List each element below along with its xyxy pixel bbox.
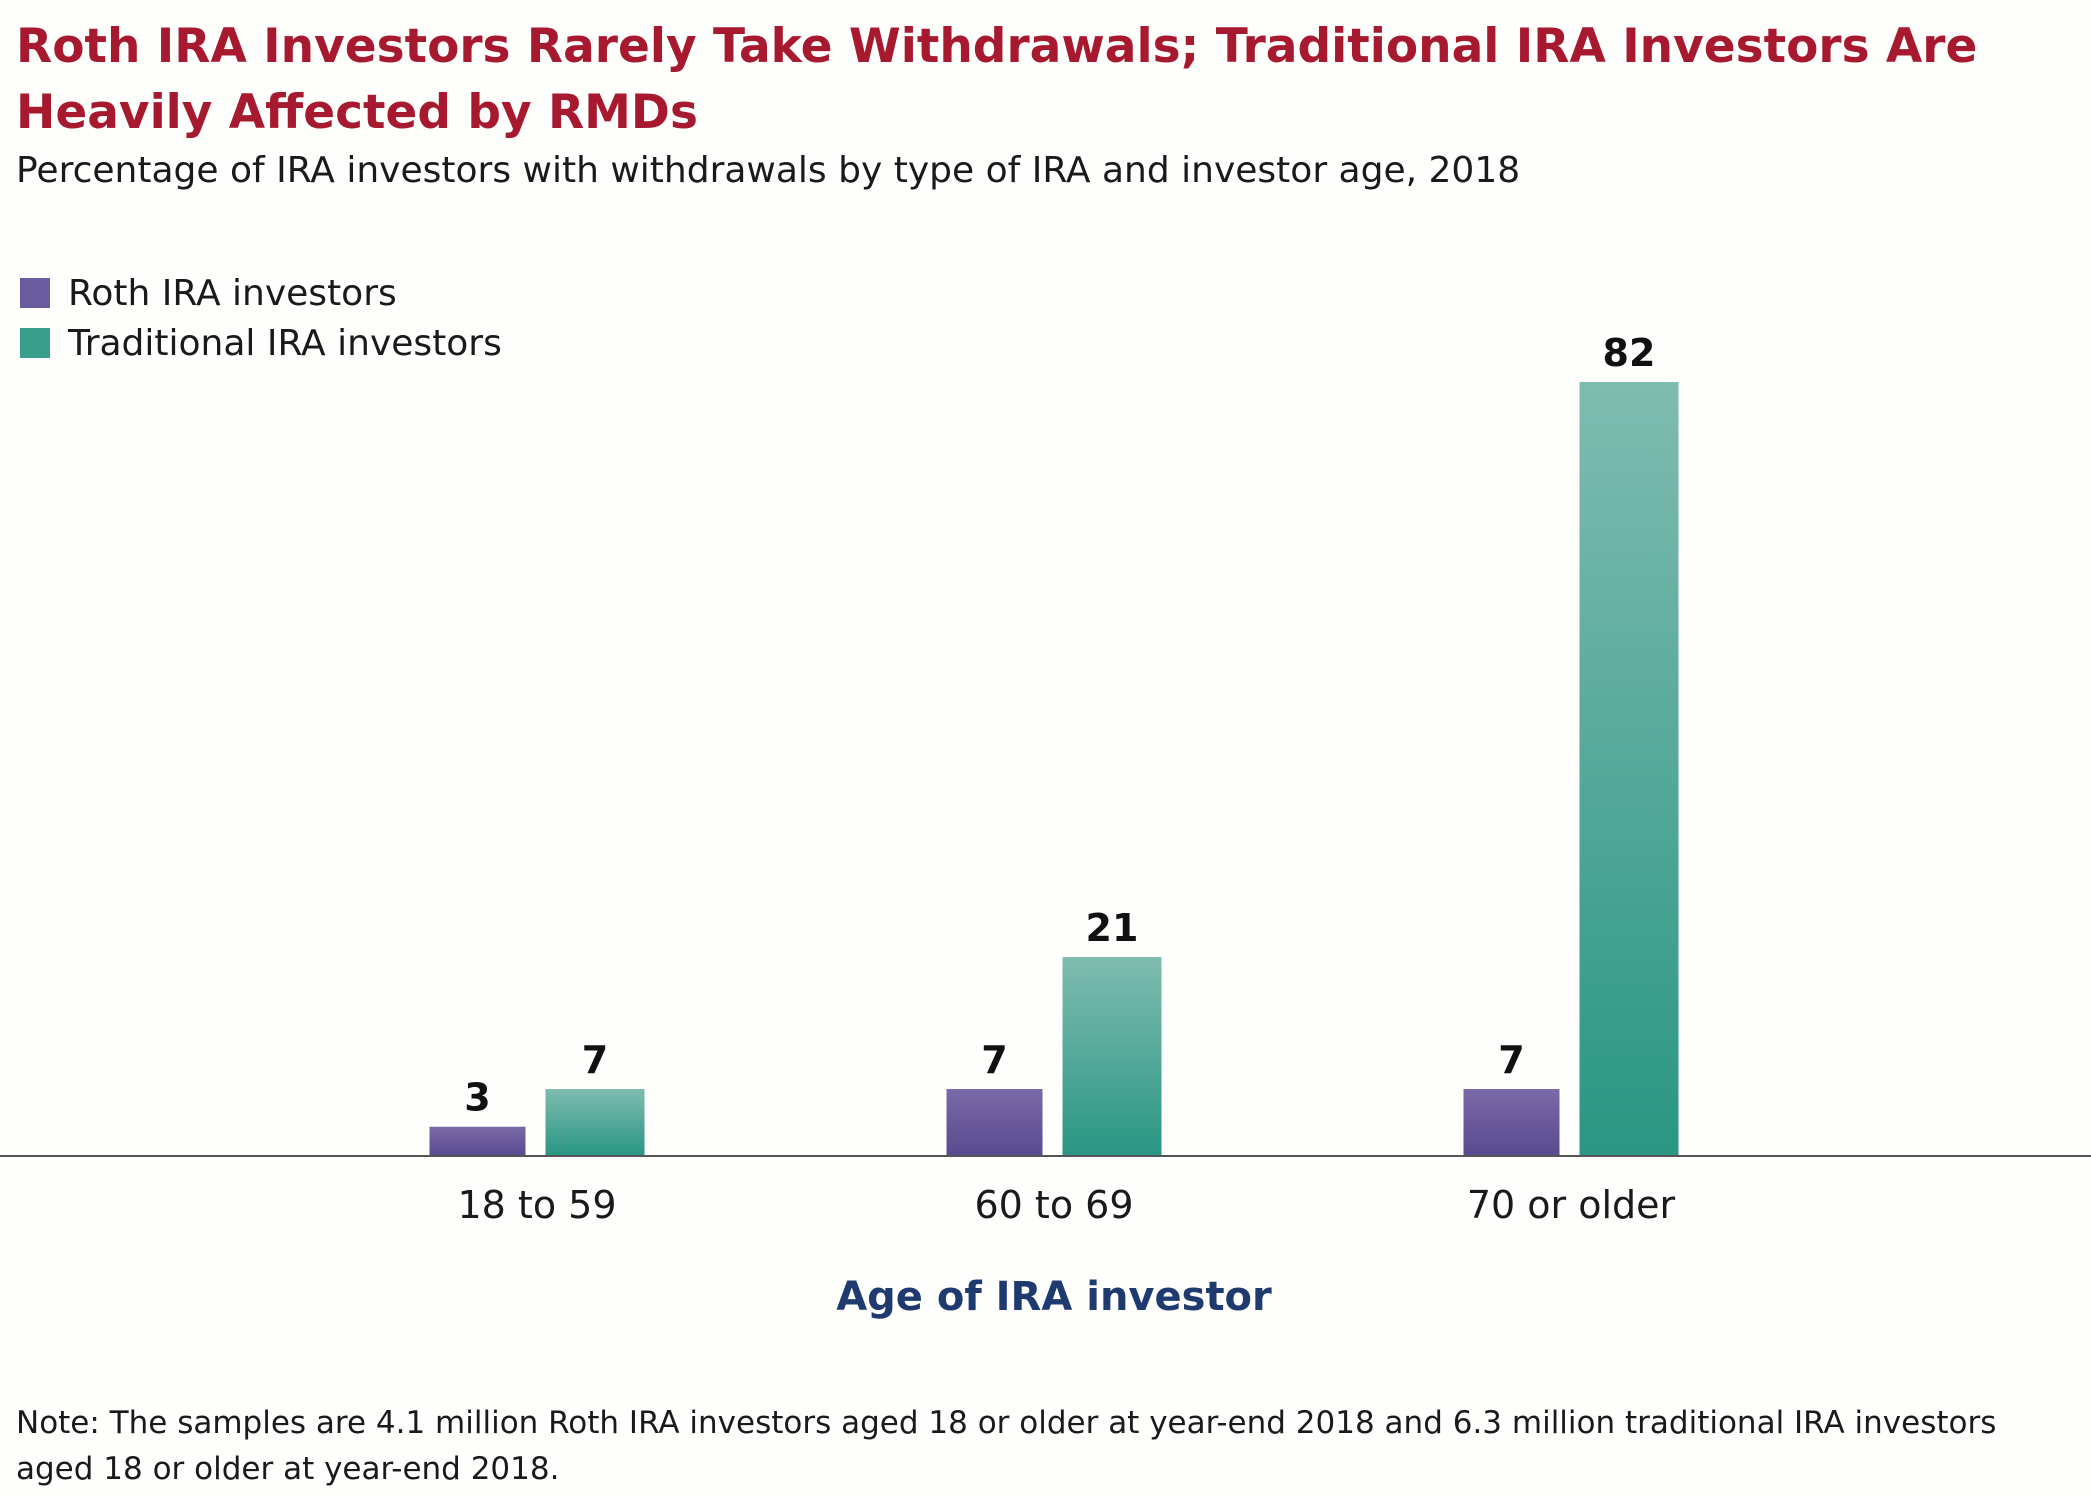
- data-label-traditional-1: 7: [582, 1038, 608, 1082]
- bar-traditional-2: [1062, 957, 1162, 1155]
- footnote: Note: The samples are 4.1 million Roth I…: [16, 1405, 1997, 1487]
- legend-swatch-roth: [20, 278, 50, 308]
- legend-item-roth: Roth IRA investors: [20, 268, 502, 318]
- x-axis-label: Age of IRA investor: [836, 1274, 1272, 1320]
- bar-traditional-3: [1579, 382, 1679, 1155]
- legend-swatch-traditional: [20, 328, 50, 358]
- legend-item-traditional: Traditional IRA investors: [20, 318, 502, 368]
- bar-roth-1: [429, 1126, 526, 1155]
- data-label-traditional-3: 82: [1603, 331, 1656, 375]
- legend-label-roth: Roth IRA investors: [68, 272, 397, 314]
- x-tick-label-2: 60 to 69: [974, 1183, 1133, 1227]
- bar-roth-2: [946, 1089, 1043, 1155]
- data-label-roth-2: 7: [981, 1038, 1007, 1082]
- data-label-roth-1: 3: [464, 1076, 490, 1120]
- chart-subtitle: Percentage of IRA investors with withdra…: [16, 150, 1521, 191]
- legend-label-traditional: Traditional IRA investors: [68, 322, 502, 364]
- x-tick-labels: 18 to 59 60 to 69 70 or older: [457, 1183, 1675, 1227]
- x-tick-label-1: 18 to 59: [457, 1183, 616, 1227]
- legend: Roth IRA investors Traditional IRA inves…: [20, 268, 502, 368]
- chart-title: Roth IRA Investors Rarely Take Withdrawa…: [16, 19, 1978, 140]
- bar-roth-3: [1463, 1089, 1560, 1155]
- bar-traditional-1: [545, 1089, 645, 1155]
- data-label-traditional-2: 21: [1086, 906, 1139, 950]
- bars-group: 3 7 7 21 7 82: [429, 331, 1679, 1155]
- x-tick-label-3: 70 or older: [1467, 1183, 1676, 1227]
- data-label-roth-3: 7: [1498, 1038, 1524, 1082]
